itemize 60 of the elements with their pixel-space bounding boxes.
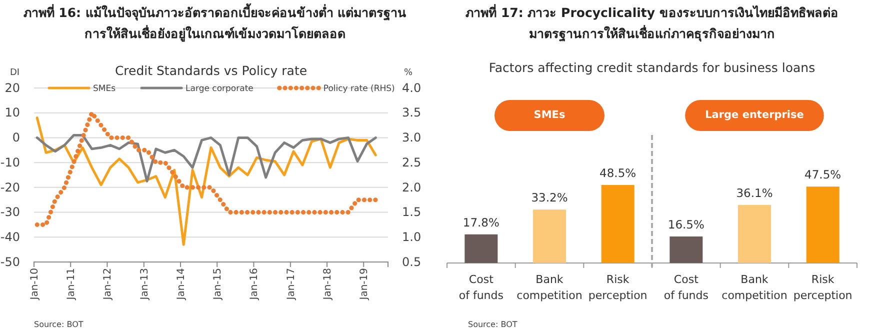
x-tick-label: Jan-17 xyxy=(286,268,297,301)
y-axis-title: DI xyxy=(10,68,20,78)
y2-tick-label: 1.5 xyxy=(402,205,422,220)
bar xyxy=(464,234,498,263)
y-tick-label: 0 xyxy=(12,130,20,145)
y-tick-label: 10 xyxy=(4,106,20,120)
x-tick-label: Bank competition xyxy=(516,273,582,302)
data-label: 48.5% xyxy=(600,166,636,180)
x-tick-label: Jan-16 xyxy=(249,268,260,301)
y2-tick-label: 2.0 xyxy=(402,180,422,194)
data-label: 47.5% xyxy=(804,168,842,182)
x-tick-label: Jan-18 xyxy=(322,268,334,301)
legend-label: Large corporate xyxy=(186,84,254,94)
data-label: 17.8% xyxy=(462,215,500,230)
x-tick-label: Jan-15 xyxy=(212,268,224,301)
x-tick-label: Cost of funds xyxy=(458,273,504,302)
line-series xyxy=(36,116,377,246)
x-tick-label: Jan-11 xyxy=(66,268,78,301)
y2-tick-label: 1.0 xyxy=(402,230,422,244)
legend-label: Policy rate (RHS) xyxy=(323,84,395,94)
chart-title: ภาพที่ 17: ภาวะ Procyclicality ของระบบการเงินไทยมีอิทธิพลต่อ มาตรฐานการให้สินเชื่อแก่ภาคธุรกิจอย่างมาก xyxy=(466,4,838,42)
x-tick-label: Jan-14 xyxy=(176,268,188,301)
line-series xyxy=(36,134,377,182)
chart-title: ภาพที่ 16: แม้ในปัจจุบันภาวะอัตราดอกเบี้ยจะค่อนข้างต่ำ แต่มาตรฐาน การให้สินเชื่อยังอยู่ในเกณฑ์เข้มงวดมาโดยตลอด xyxy=(23,3,407,42)
y-tick-label: -40 xyxy=(0,230,20,244)
data-label: 16.5% xyxy=(668,217,704,232)
y-tick-label: -30 xyxy=(0,205,20,220)
x-tick-label: Risk perception xyxy=(793,273,852,302)
y-tick-label: -20 xyxy=(0,180,20,194)
y2-tick-label: 3.5 xyxy=(402,106,422,120)
y2-tick-label: 4.0 xyxy=(402,80,422,95)
y2-tick-label: 2.5 xyxy=(402,155,422,170)
bar xyxy=(806,186,840,263)
x-tick-label: Jan-10 xyxy=(30,268,40,301)
x-tick-label: Bank competition xyxy=(722,273,788,302)
y-tick-label: 20 xyxy=(4,80,20,95)
legend-label: SMEs xyxy=(93,84,116,94)
y2-axis-title: % xyxy=(404,68,413,78)
bar xyxy=(601,185,634,263)
chart-subtitle: Factors affecting credit standards for business loans xyxy=(488,60,816,75)
data-label: 33.2% xyxy=(531,190,568,205)
source-note: Source: BOT xyxy=(468,320,518,329)
chart-subtitle: Credit Standards vs Policy rate xyxy=(114,63,308,78)
x-tick-label: Jan-13 xyxy=(139,268,150,301)
x-tick-label: Cost of funds xyxy=(664,273,709,302)
line-series xyxy=(34,110,378,227)
source-note: Source: BOT xyxy=(34,320,84,329)
label-pill: Large enterprise xyxy=(685,100,824,131)
y2-tick-label: 3.0 xyxy=(402,130,422,145)
x-tick-label: Jan-19 xyxy=(359,268,370,301)
bar xyxy=(670,236,703,263)
x-tick-label: Risk perception xyxy=(588,273,648,302)
bar xyxy=(738,204,771,263)
data-label: 36.1% xyxy=(736,186,773,200)
y-tick-label: -10 xyxy=(0,155,20,170)
y-tick-label: -50 xyxy=(0,254,20,269)
label-pill: SMEs xyxy=(494,100,604,131)
y2-tick-label: 0.5 xyxy=(402,254,422,269)
bar xyxy=(533,210,566,263)
x-tick-label: Jan-12 xyxy=(102,268,114,301)
